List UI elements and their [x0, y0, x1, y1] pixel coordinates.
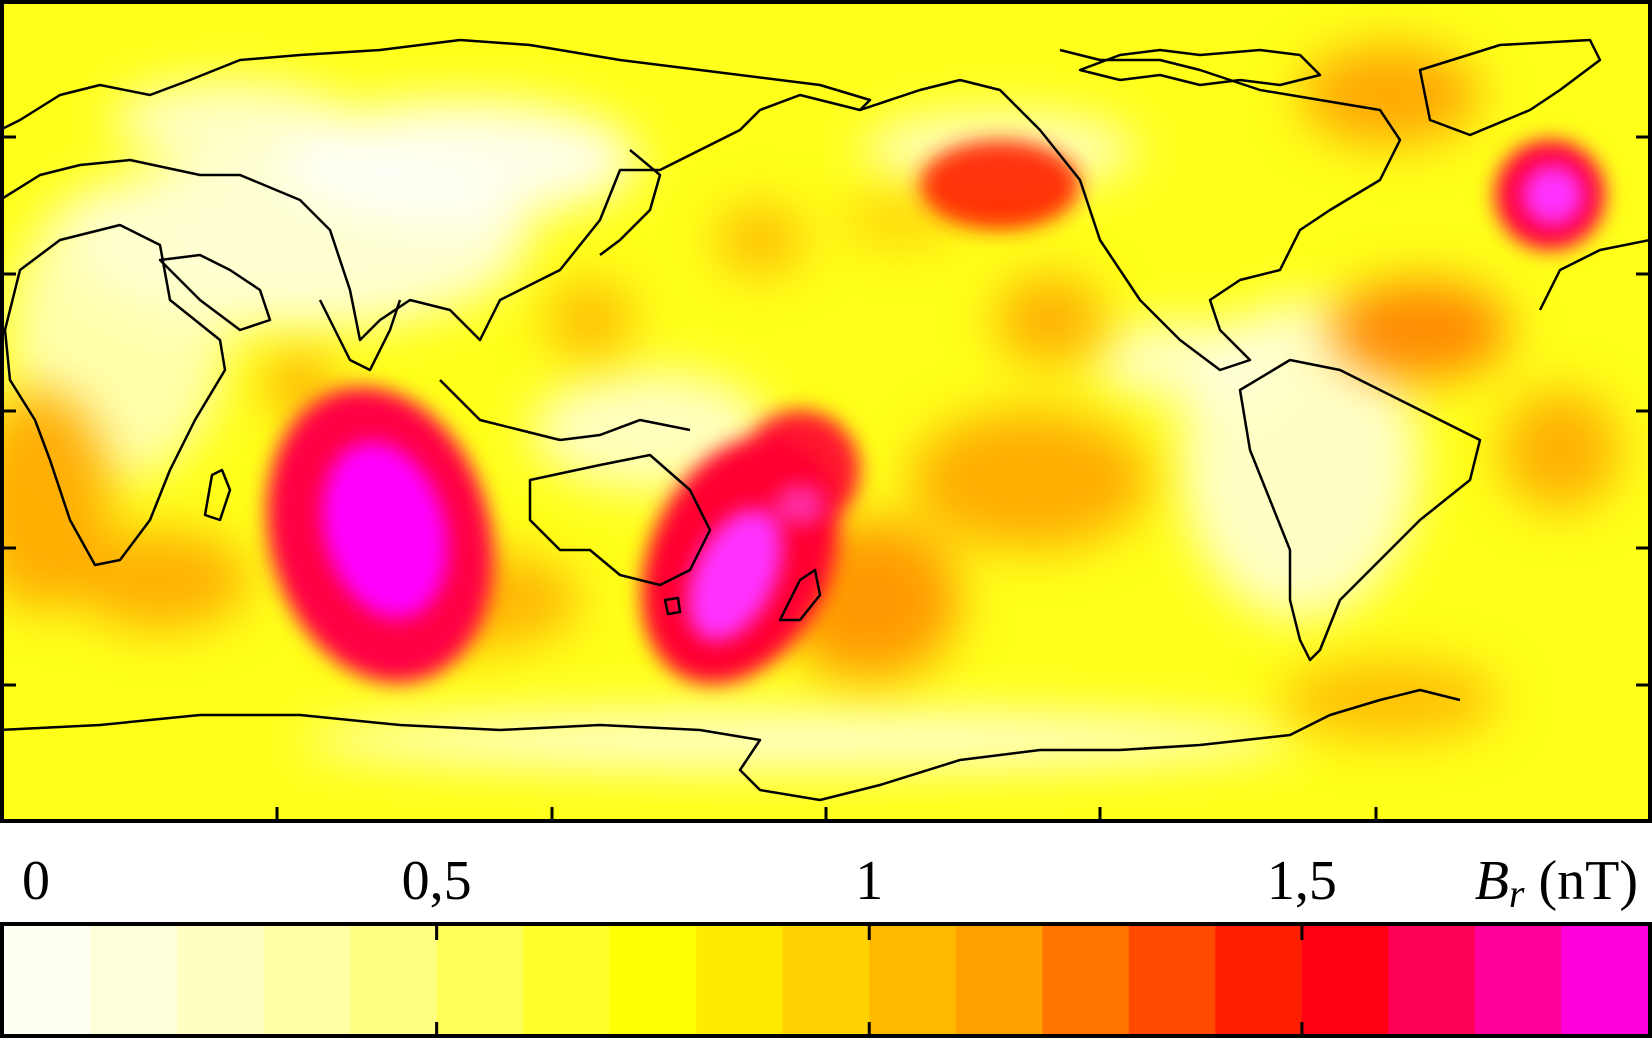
colorbar-swatches — [4, 926, 1649, 1036]
field-map — [0, 0, 1652, 823]
new-zealand-coast — [778, 568, 822, 622]
colorbar-tick-label: 1,5 — [1266, 850, 1337, 912]
arctic-islands-coast — [1078, 48, 1322, 87]
peak-anomalies — [322, 165, 1583, 641]
colorbar-tick-label: 0 — [22, 850, 50, 912]
australia-coast — [528, 453, 712, 587]
colorbar-swatch — [1042, 926, 1130, 1036]
madagascar-coast — [203, 468, 232, 522]
colorbar-swatch — [609, 926, 697, 1036]
coastlines — [4, 38, 1648, 802]
map-ticks — [4, 135, 1648, 819]
unit-suffix: (nT) — [1538, 850, 1638, 912]
eurasia-coast — [4, 38, 872, 342]
unit-symbol: B — [1474, 850, 1509, 912]
antarctica-coast — [4, 688, 1461, 802]
colorbar-swatch — [4, 926, 92, 1036]
colorbar-swatch — [1561, 926, 1649, 1036]
colorbar-swatch — [1388, 926, 1476, 1036]
colorbar-swatch — [436, 926, 524, 1036]
colorbar-swatch — [90, 926, 178, 1036]
indonesia-coast — [439, 379, 691, 442]
colorbar-swatch — [869, 926, 957, 1036]
unit-subscript: r — [1508, 871, 1525, 916]
colorbar-swatch — [523, 926, 611, 1036]
south-america-coast — [1238, 358, 1482, 662]
colorbar-swatch — [955, 926, 1043, 1036]
japan-coast — [599, 149, 662, 256]
colorbar-tick-label: 1 — [855, 850, 884, 912]
tasmania-coast — [663, 596, 682, 616]
colorbar-ticks — [435, 926, 1304, 1036]
colorbar-section: 0 0,5 1 1,5 Br (nT) — [0, 823, 1652, 1040]
colorbar-swatch — [350, 926, 438, 1036]
north-america-coast — [859, 48, 1402, 372]
europe-coast — [1538, 239, 1648, 311]
colorbar-swatch — [263, 926, 351, 1036]
greenland-coast — [1418, 38, 1602, 137]
africa-coast — [4, 223, 227, 567]
map-frame — [0, 0, 1652, 823]
colorbar-frame — [0, 922, 1652, 1038]
colorbar-swatch — [177, 926, 265, 1036]
india-coast — [318, 299, 402, 372]
colorbar-tick-label: 0,5 — [401, 850, 472, 912]
colorbar — [0, 922, 1652, 1038]
colorbar-swatch — [1301, 926, 1389, 1036]
colorbar-swatch — [1128, 926, 1216, 1036]
colorbar-swatch — [696, 926, 784, 1036]
colorbar-unit-label: Br (nT) — [1475, 853, 1638, 914]
field-map-panel — [0, 0, 1652, 823]
arabia-coast — [158, 253, 272, 332]
colorbar-swatch — [1215, 926, 1303, 1036]
colorbar-swatch — [1474, 926, 1562, 1036]
colorbar-swatch — [782, 926, 870, 1036]
